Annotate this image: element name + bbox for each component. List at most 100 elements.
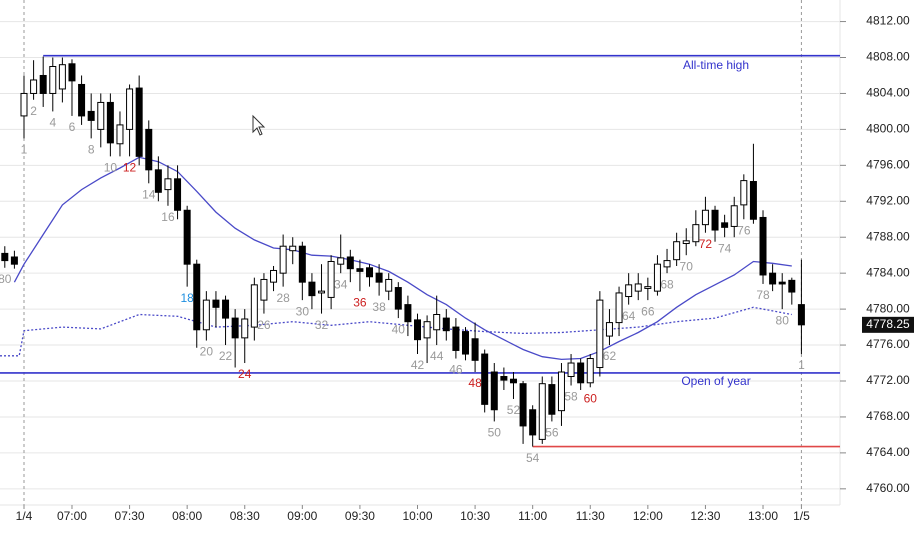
bar-label: 44	[430, 349, 444, 363]
candle-body	[1, 252, 9, 262]
candle-body	[740, 180, 748, 206]
bar-label: 50	[488, 426, 502, 440]
candle-body	[452, 326, 460, 351]
candle-body	[183, 209, 191, 265]
candle-body	[327, 260, 335, 298]
candle-body	[20, 92, 28, 117]
moving-average-line	[13, 156, 792, 361]
bar-label: 32	[315, 318, 329, 332]
y-tick-label: 4776.00	[866, 337, 910, 351]
bar-label: 14	[142, 187, 156, 201]
bar-label: 52	[507, 403, 521, 417]
candle-body	[471, 338, 479, 361]
candle-body	[231, 317, 239, 339]
candle-body	[394, 287, 402, 310]
candle-body	[721, 222, 729, 228]
candle-body	[135, 87, 143, 157]
y-tick-label: 4768.00	[866, 409, 910, 423]
bar-label: 48	[468, 376, 482, 390]
x-tick-label: 11:00	[518, 509, 547, 523]
candle-body	[260, 278, 268, 301]
candle-body	[298, 245, 306, 283]
bar-label: 70	[680, 259, 694, 273]
candle-body	[250, 284, 258, 328]
x-tick-label: 12:00	[633, 509, 663, 523]
candle-body	[414, 319, 421, 341]
x-tick-label: 09:00	[287, 509, 317, 523]
bar-label: 18	[180, 291, 194, 305]
candle-body	[385, 278, 393, 292]
x-tick-label: 07:00	[57, 509, 87, 523]
candle-body	[270, 269, 278, 283]
bar-label: 64	[622, 309, 636, 323]
candle-body	[644, 286, 652, 289]
candle-body	[490, 371, 498, 411]
candle-body	[279, 245, 287, 274]
candle-body	[346, 256, 354, 270]
candle-body	[87, 110, 95, 121]
bar-label: 54	[526, 451, 540, 465]
y-tick-label: 4784.00	[866, 265, 910, 279]
candle-body	[711, 209, 719, 231]
bar-label: 66	[641, 304, 655, 318]
bar-label: 76	[737, 223, 751, 237]
candle-body	[423, 321, 431, 339]
reference-label: All-time high	[683, 58, 749, 72]
y-tick-label: 4796.00	[866, 158, 910, 172]
bar-label: 4	[49, 116, 56, 130]
candle-body	[673, 241, 681, 261]
candle-body	[308, 281, 316, 297]
x-tick-label: 1/4	[16, 509, 33, 523]
bar-label: 30	[296, 304, 310, 318]
bar-label: 12	[123, 161, 137, 175]
candle-body	[615, 292, 623, 324]
y-tick-label: 4804.00	[866, 86, 910, 100]
candle-body	[519, 383, 527, 427]
candle-body	[337, 257, 345, 265]
candle-body	[538, 383, 546, 440]
x-tick-label: 09:30	[345, 509, 375, 523]
candle-body	[577, 362, 585, 384]
x-tick-label: 12:30	[690, 509, 720, 523]
candle-body	[730, 205, 738, 227]
bar-label: 56	[545, 426, 559, 440]
mouse-cursor	[252, 114, 266, 136]
bar-label: 80	[776, 313, 790, 327]
candle-body	[241, 318, 249, 339]
bar-label: 8	[88, 143, 95, 157]
y-tick-label: 4764.00	[866, 445, 910, 459]
bar-label: 26	[257, 318, 271, 332]
reference-label: Open of year	[681, 374, 750, 388]
candle-body	[442, 317, 450, 332]
plot: 4760.00 4764.00 4768.00 4772.00 4776.00 4780.…	[0, 0, 914, 523]
bar-label: 1	[21, 143, 28, 157]
candle-body	[145, 128, 153, 171]
bar-label: 38	[372, 300, 386, 314]
bar-label: 68	[660, 277, 674, 291]
bar-label: 6	[69, 120, 76, 134]
candle-body	[404, 304, 412, 323]
candle-body	[557, 371, 565, 412]
x-tick-label: 08:30	[230, 509, 260, 523]
bar-label: 28	[276, 291, 290, 305]
candle-body	[222, 299, 230, 319]
candle-body	[788, 279, 796, 293]
x-tick-label: 1/5	[793, 509, 810, 523]
bar-label: 20	[200, 345, 214, 359]
bar-label: 34	[334, 277, 348, 291]
candle-body	[634, 283, 642, 292]
candle-body	[548, 384, 556, 415]
candle-body	[126, 88, 134, 130]
bar-label: 62	[603, 349, 617, 363]
candle-body	[193, 263, 201, 331]
bar-label: 60	[584, 391, 598, 405]
candle-body	[68, 63, 76, 82]
candle-body	[78, 83, 86, 117]
candle-body	[701, 209, 709, 226]
bar-label: 22	[219, 349, 233, 363]
x-tick-label: 10:30	[460, 509, 490, 523]
candle-body	[769, 272, 777, 285]
candle-body	[529, 409, 537, 436]
candle-body	[500, 376, 508, 381]
